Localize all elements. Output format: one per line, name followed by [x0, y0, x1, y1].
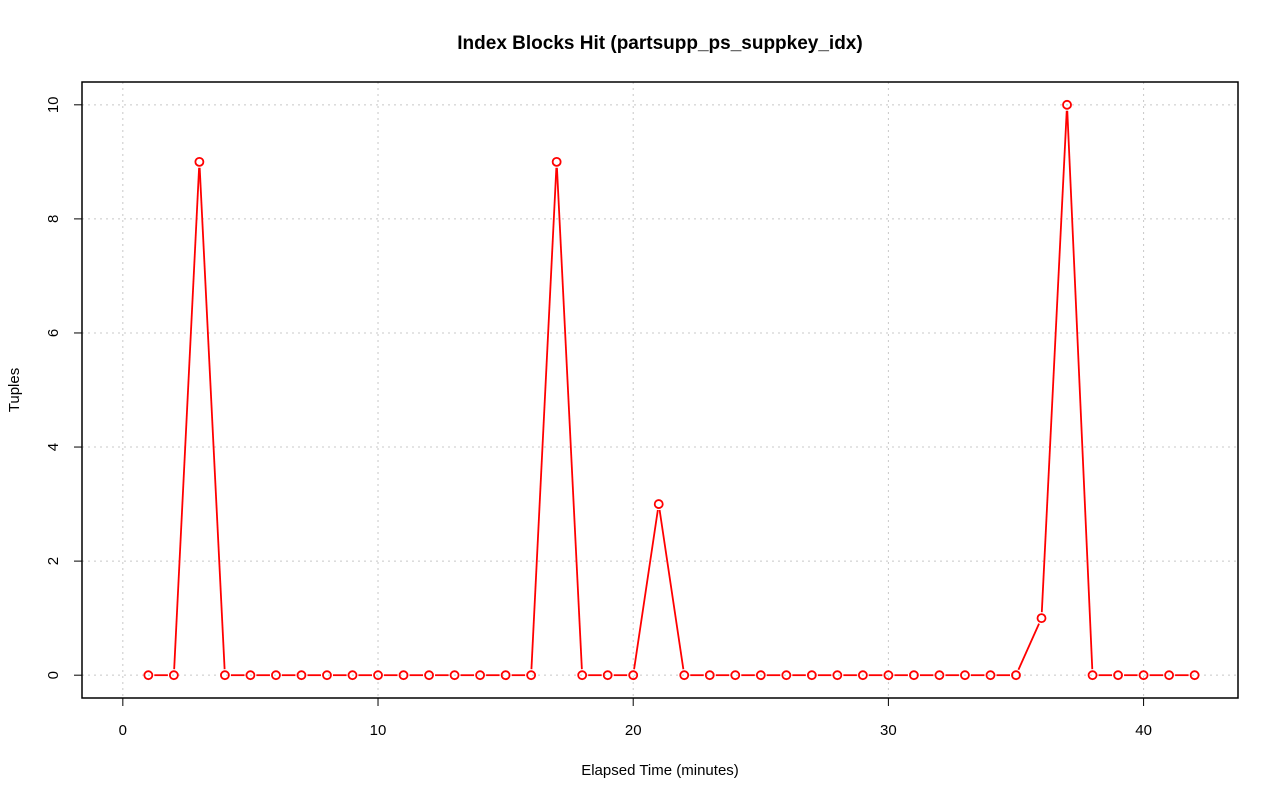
data-point — [322, 670, 332, 681]
x-tick-label: 30 — [880, 722, 897, 739]
data-point — [909, 670, 919, 681]
data-point — [1011, 670, 1021, 681]
x-tick-label: 40 — [1135, 722, 1152, 739]
data-point — [143, 670, 154, 681]
data-point — [730, 670, 741, 681]
series-line-segment — [1066, 110, 1094, 670]
data-point — [424, 670, 434, 681]
data-point — [1113, 670, 1123, 681]
axes: 0 10 20 30 40 0 2 4 6 8 10 — [45, 96, 1152, 739]
y-tick-label: 6 — [45, 329, 62, 337]
data-point — [1164, 670, 1174, 681]
data-point — [168, 670, 179, 681]
data-point — [755, 670, 766, 681]
data-point — [1138, 670, 1149, 681]
data-point — [296, 670, 307, 681]
y-tick-label: 8 — [45, 215, 62, 223]
data-point — [475, 670, 485, 681]
series-line-segment — [530, 167, 558, 670]
data-point — [577, 670, 588, 681]
x-tick-label: 10 — [370, 722, 387, 739]
series-line-segment — [1017, 623, 1040, 671]
data-point — [985, 670, 996, 681]
data-point — [806, 670, 817, 681]
y-tick-label: 2 — [45, 557, 62, 565]
chart-title: Index Blocks Hit (partsupp_ps_suppkey_id… — [457, 33, 862, 54]
data-point — [653, 499, 664, 509]
data-point — [245, 670, 256, 681]
y-tick-label: 10 — [45, 96, 62, 113]
x-axis-label: Elapsed Time (minutes) — [581, 762, 739, 779]
data-point — [704, 670, 715, 681]
data-point — [960, 670, 970, 681]
series-line-segment — [633, 509, 659, 670]
x-tick-label: 20 — [625, 722, 642, 739]
data-point — [1189, 670, 1200, 681]
data-point — [781, 670, 792, 681]
series-line-segment — [198, 167, 226, 670]
grid — [82, 82, 1238, 698]
data-point — [271, 670, 281, 681]
data-point — [1036, 613, 1047, 624]
data-point — [449, 670, 460, 681]
data-point — [194, 156, 205, 167]
series-line-segment — [1040, 110, 1068, 613]
y-tick-label: 4 — [45, 443, 62, 451]
data-point — [526, 670, 537, 681]
data-point — [602, 670, 613, 681]
data-point — [373, 670, 383, 681]
series-line-segment — [556, 167, 583, 670]
plot-frame — [81, 81, 1239, 699]
data-point — [398, 670, 409, 681]
data-point — [857, 670, 868, 681]
data-point — [883, 670, 894, 681]
data-point — [220, 670, 230, 681]
data-point — [551, 156, 562, 167]
data-point — [628, 670, 639, 681]
y-tick-label: 0 — [45, 671, 62, 679]
data-point — [347, 670, 358, 681]
data-point — [1062, 99, 1072, 110]
data-point — [934, 670, 945, 681]
data-point — [832, 670, 843, 681]
series-line-segment — [173, 167, 200, 670]
data-point — [1087, 670, 1098, 681]
x-tick-label: 0 — [119, 722, 127, 739]
series-line-segment — [658, 509, 685, 670]
data-point — [500, 670, 511, 681]
series-layer — [143, 99, 1200, 681]
y-axis-label: Tuples — [6, 368, 23, 412]
data-point — [679, 670, 690, 681]
